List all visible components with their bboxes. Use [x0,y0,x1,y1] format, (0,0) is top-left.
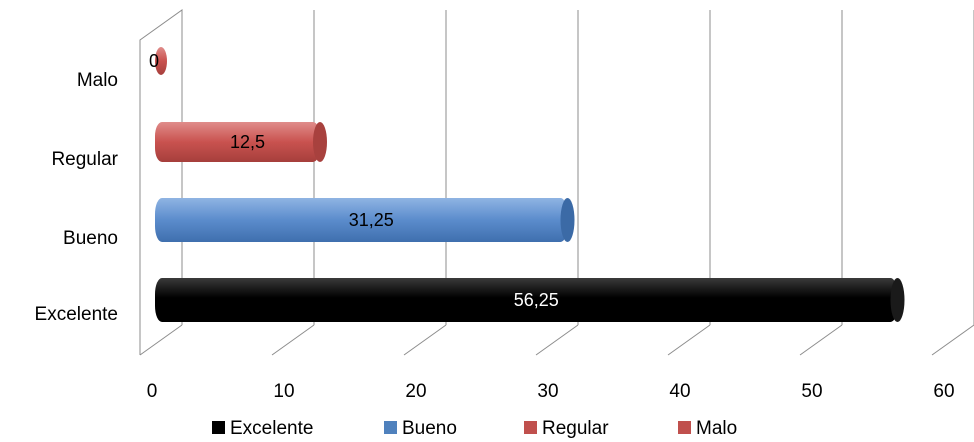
data-label-malo: 0 [149,51,159,71]
side-wall [139,9,183,355]
floor-line-40 [667,324,711,356]
gridlines [139,9,974,356]
legend: Excelente Bueno Regular Malo [212,418,737,439]
x-tick-label-30: 30 [537,381,558,402]
x-tick-label-60: 60 [933,381,954,402]
floor-line-20 [403,324,447,356]
x-tick-label-0: 0 [147,381,158,402]
legend-swatch-excelente [212,421,225,434]
legend-label-excelente: Excelente [230,418,313,439]
bars [155,47,905,322]
legend-swatch-regular [524,421,537,434]
legend-swatch-bueno [384,421,397,434]
axis-labels: Excelente Bueno Regular Malo 0 10 20 30 40 50 60 [35,70,955,402]
category-label-malo: Malo [77,70,118,91]
bar-cap-excelente [890,278,905,322]
category-label-bueno: Bueno [63,228,118,249]
legend-label-malo: Malo [696,418,737,439]
bar-excelente [155,278,898,322]
floor-line-60 [931,324,974,356]
bar-bueno [155,198,568,242]
x-tick-label-40: 40 [669,381,690,402]
bar-regular [155,122,320,162]
floor-line-50 [799,324,843,356]
floor-line-0 [139,324,183,356]
legend-label-regular: Regular [542,418,609,439]
floor-line-30 [535,324,579,356]
data-label-regular: 12,5 [230,132,265,152]
x-tick-label-10: 10 [273,381,294,402]
data-label-bueno: 31,25 [349,210,394,230]
data-label-excelente: 56,25 [514,290,559,310]
bar-cap-regular [313,122,327,162]
category-label-excelente: Excelente [35,304,118,325]
bar-malo [155,47,167,75]
category-label-regular: Regular [51,149,118,170]
legend-label-bueno: Bueno [402,418,457,439]
data-labels: 56,25 31,25 12,5 0 [149,51,559,310]
x-tick-label-20: 20 [405,381,426,402]
x-tick-label-50: 50 [801,381,822,402]
bar-cap-bueno [560,198,575,242]
legend-swatch-malo [678,421,691,434]
floor-line-10 [271,324,315,356]
